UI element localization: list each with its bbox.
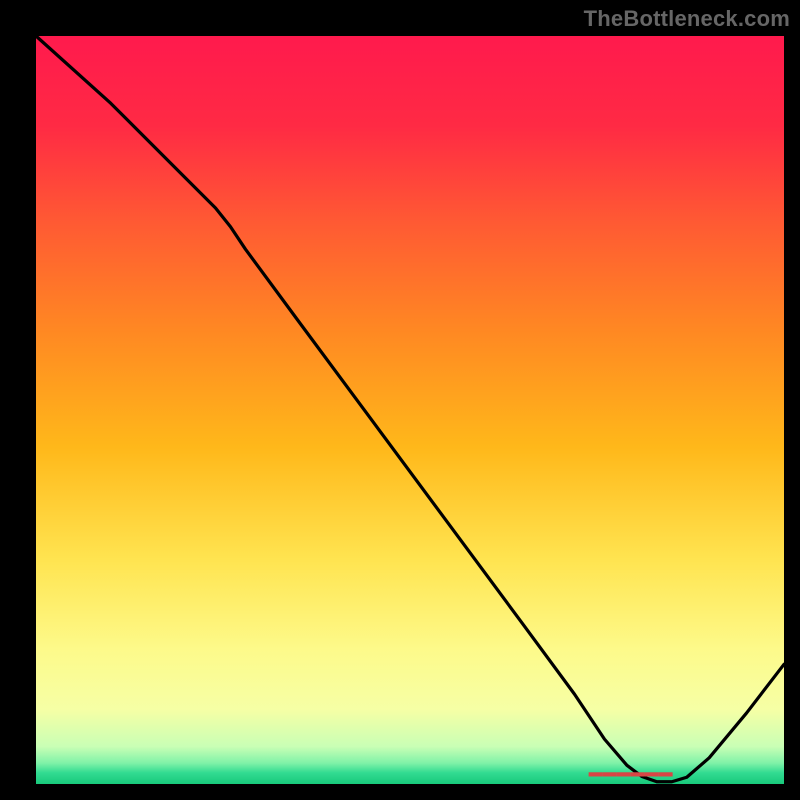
- bottleneck-chart: ▬▬▬▬▬▬: [0, 0, 800, 800]
- optimal-range-marker: ▬▬▬▬▬▬: [589, 763, 673, 779]
- chart-root: TheBottleneck.com ▬▬▬▬▬▬: [0, 0, 800, 800]
- plot-background: [36, 36, 784, 784]
- watermark-text: TheBottleneck.com: [584, 6, 790, 32]
